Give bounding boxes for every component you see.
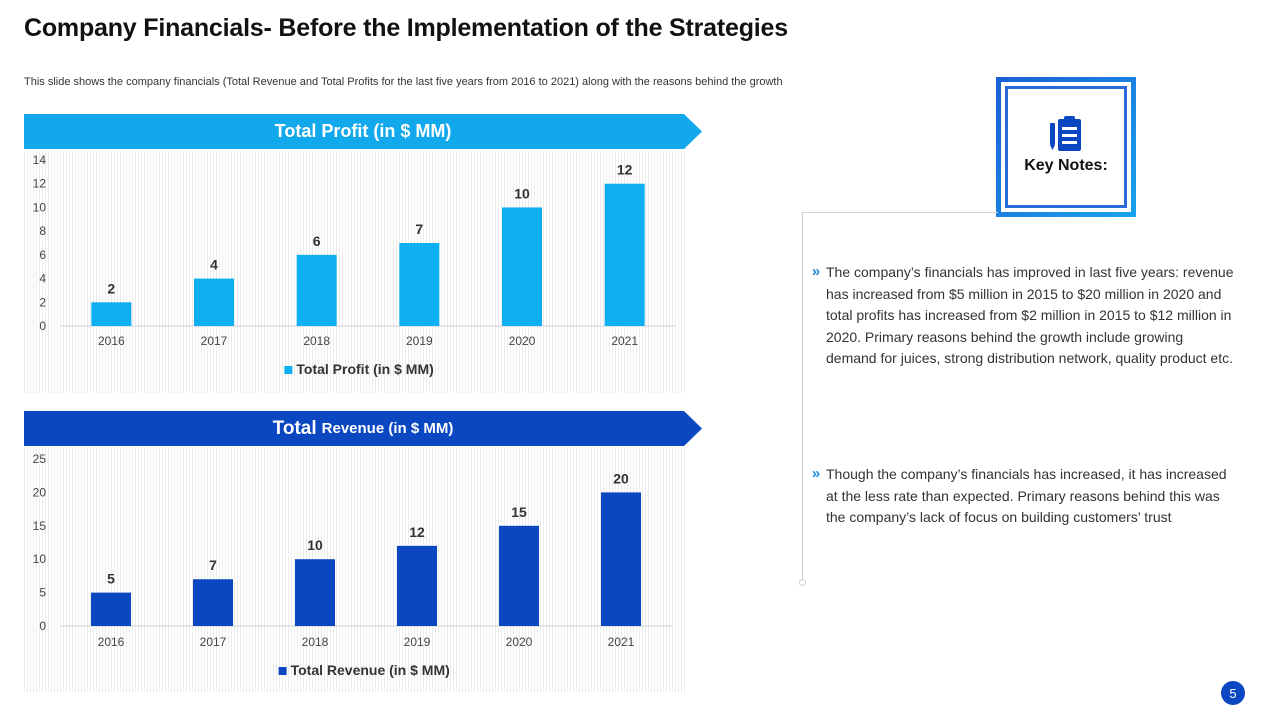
data-label: 10: [307, 537, 323, 553]
revenue-chart-banner: Total Revenue (in $ MM): [24, 411, 702, 446]
data-label: 7: [209, 557, 217, 573]
x-tick-label: 2017: [201, 334, 228, 348]
legend-swatch: [278, 667, 287, 675]
bar: [91, 302, 132, 326]
bar: [499, 525, 539, 626]
data-label: 12: [409, 524, 425, 540]
y-tick-label: 6: [39, 248, 46, 262]
key-note-1: » The company’s financials has improved …: [806, 262, 1236, 370]
key-notes-box: Key Notes:: [996, 77, 1136, 217]
profit-chart: 0 2 4 6 8 10 12 14 2 2016 4 2017 6 2018 7 2019 10 2020 12 2…: [33, 153, 676, 377]
data-label: 2: [107, 280, 115, 296]
x-tick-label: 2021: [611, 334, 638, 348]
bar: [295, 559, 335, 626]
legend-swatch: [284, 366, 293, 374]
data-label: 6: [313, 233, 321, 249]
bar: [399, 243, 440, 326]
y-tick-label: 12: [33, 177, 47, 191]
clipboard-icon: [1050, 116, 1081, 151]
key-notes-label: Key Notes:: [1024, 157, 1108, 174]
x-tick-label: 2020: [509, 334, 536, 348]
y-tick-label: 8: [39, 224, 46, 238]
y-tick-label: 0: [39, 619, 46, 633]
y-tick-label: 10: [33, 552, 47, 566]
x-tick-label: 2020: [506, 635, 533, 649]
data-label: 5: [107, 571, 115, 587]
x-tick-label: 2017: [200, 635, 227, 649]
legend-label: Total Revenue (in $ MM): [291, 662, 450, 678]
profit-banner-label: Total Profit (in $ MM): [274, 121, 452, 141]
key-note-text: The company’s financials has improved in…: [826, 264, 1234, 366]
y-tick-label: 20: [33, 485, 47, 499]
bar: [91, 592, 131, 626]
y-tick-label: 2: [39, 295, 46, 309]
slide-title: Company Financials- Before the Implement…: [24, 14, 788, 42]
profit-chart-banner: Total Profit (in $ MM): [24, 114, 702, 149]
revenue-banner-label-small: Revenue (in $ MM): [321, 420, 454, 437]
revenue-chart-panel: 0 5 10 15 20 25 5 2016 7 2017 10 2018 12 2019 15 2020 20…: [24, 447, 686, 692]
x-tick-label: 2018: [303, 334, 330, 348]
page-number-badge: 5: [1221, 681, 1245, 705]
x-tick-label: 2016: [98, 635, 125, 649]
data-label: 10: [514, 185, 530, 201]
y-tick-label: 25: [33, 452, 47, 466]
bar: [397, 545, 437, 626]
x-tick-label: 2021: [608, 635, 635, 649]
revenue-banner-label-big: Total: [272, 417, 317, 439]
x-tick-label: 2019: [406, 334, 433, 348]
bar: [193, 579, 233, 626]
revenue-chart: 0510152025520167201710201812201915202020…: [33, 452, 672, 678]
bar: [194, 278, 234, 326]
y-tick-label: 10: [33, 200, 47, 214]
data-label: 4: [210, 257, 218, 273]
bar: [296, 254, 337, 326]
bar: [604, 183, 645, 326]
connector-vertical-line: [802, 212, 803, 582]
data-label: 7: [415, 221, 423, 237]
y-tick-label: 0: [39, 319, 46, 333]
chevron-right-icon: »: [811, 263, 821, 280]
connector-end-dot: [799, 579, 806, 586]
data-label: 15: [511, 504, 527, 520]
key-note-text: Though the company’s financials has incr…: [826, 466, 1227, 525]
y-tick-label: 15: [33, 519, 47, 533]
y-tick-label: 14: [33, 153, 47, 167]
legend-label: Total Profit (in $ MM): [296, 361, 433, 377]
connector-horizontal-line: [802, 212, 998, 213]
key-note-2: » Though the company’s financials has in…: [806, 464, 1236, 529]
y-tick-label: 5: [39, 586, 46, 600]
chevron-right-icon: »: [811, 465, 821, 482]
bar: [502, 207, 542, 326]
bar: [601, 492, 641, 626]
profit-chart-panel: 0 2 4 6 8 10 12 14 2 2016 4 2017 6 2018 7 2019 10 2020 12 2…: [24, 151, 686, 393]
slide-subtitle: This slide shows the company financials …: [24, 76, 783, 88]
data-label: 12: [617, 162, 633, 178]
x-tick-label: 2016: [98, 334, 125, 348]
y-tick-label: 4: [39, 272, 46, 286]
x-tick-label: 2019: [404, 635, 431, 649]
x-tick-label: 2018: [302, 635, 329, 649]
data-label: 20: [613, 470, 629, 486]
